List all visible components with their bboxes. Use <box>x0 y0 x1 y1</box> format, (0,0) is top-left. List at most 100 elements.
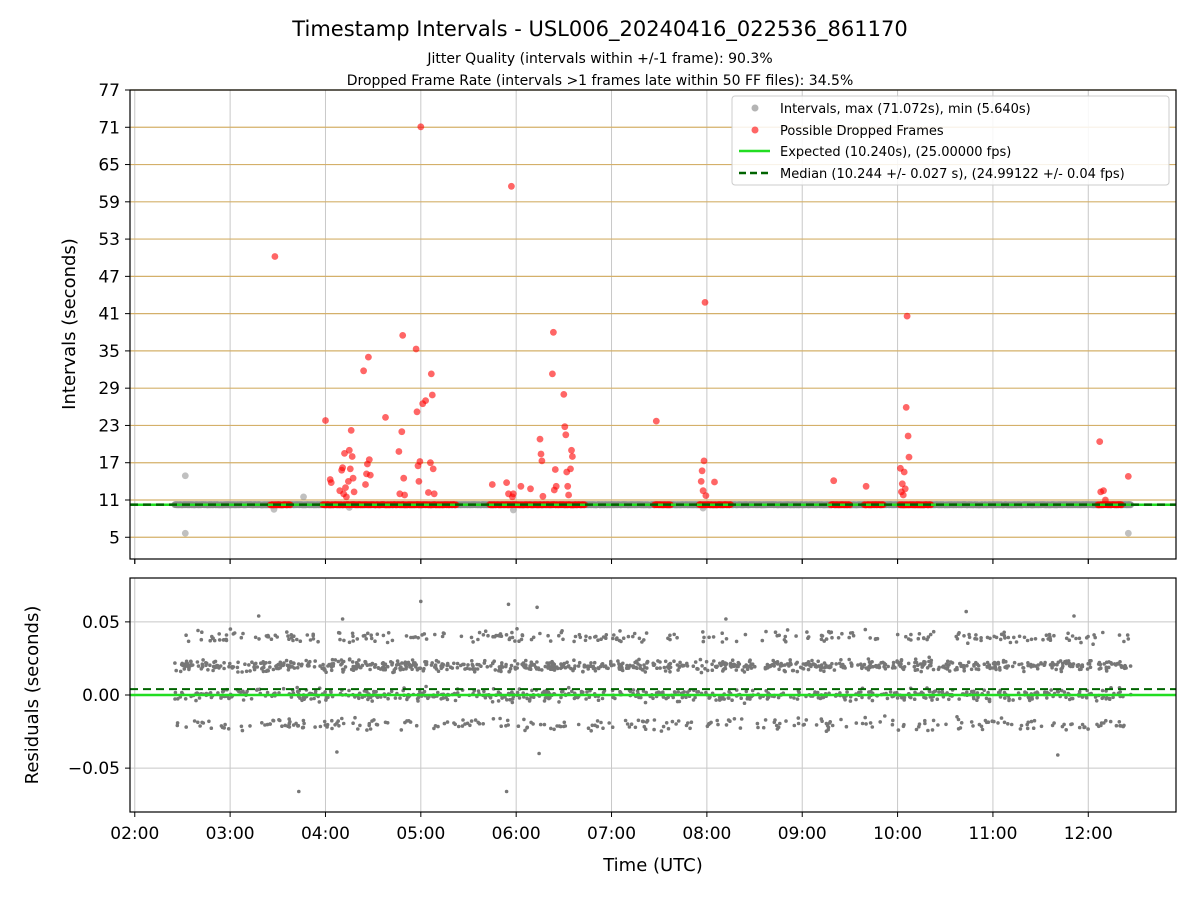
residual-point <box>635 666 639 670</box>
dropped-frame-point <box>539 458 546 465</box>
residual-point <box>834 662 838 666</box>
residual-point <box>574 635 578 639</box>
residual-point <box>968 636 972 640</box>
residual-point <box>855 721 859 725</box>
dropped-frame-point <box>568 447 575 454</box>
residual-point <box>936 723 940 727</box>
residual-point <box>449 665 453 669</box>
residual-point <box>513 659 517 663</box>
residual-point <box>720 631 724 635</box>
residual-point <box>471 640 475 644</box>
residual-point <box>849 661 853 665</box>
residual-point <box>871 725 875 729</box>
residual-point <box>913 697 917 701</box>
dropped-frame-point <box>905 433 912 440</box>
residual-point <box>470 659 474 663</box>
residual-point <box>302 726 306 730</box>
residual-point <box>229 627 233 631</box>
residual-point <box>285 630 289 634</box>
residual-point <box>468 724 472 728</box>
residual-point <box>476 638 480 642</box>
residual-point <box>671 720 675 724</box>
residual-point <box>970 668 974 672</box>
residual-point <box>394 667 398 671</box>
dropped-frame-point <box>550 329 557 336</box>
residual-point <box>932 719 936 723</box>
residual-point <box>996 721 1000 725</box>
residual-point <box>1095 699 1099 703</box>
residual-point <box>651 697 655 701</box>
dropped-frame-point <box>703 492 710 499</box>
residual-point <box>573 697 577 701</box>
residual-point <box>618 663 622 667</box>
residual-point <box>810 659 814 663</box>
residual-point <box>405 634 409 638</box>
residual-point <box>937 690 941 694</box>
residual-point <box>518 696 522 700</box>
residual-point <box>634 726 638 730</box>
residual-point <box>1127 637 1131 641</box>
residual-point <box>351 660 355 664</box>
dropped-frame-point <box>367 472 374 479</box>
residual-point <box>839 718 843 722</box>
residual-point <box>919 670 923 674</box>
dropped-frame-point <box>537 436 544 443</box>
residual-point <box>874 665 878 669</box>
dropped-frame-point <box>382 414 389 421</box>
residual-point <box>499 724 503 728</box>
residual-point <box>923 719 927 723</box>
residual-point <box>312 697 316 701</box>
dropped-frame-point <box>413 346 420 353</box>
residual-point <box>236 661 240 665</box>
residual-point <box>535 660 539 664</box>
residual-point <box>738 662 742 666</box>
residual-point <box>1118 720 1122 724</box>
residual-point <box>501 665 505 669</box>
residual-point <box>546 666 550 670</box>
residual-point <box>299 639 303 643</box>
dropped-frame-point <box>538 451 545 458</box>
residual-point <box>983 662 987 666</box>
residual-point <box>739 696 743 700</box>
residual-point <box>1054 668 1058 672</box>
residual-point <box>416 668 420 672</box>
dropped-frame-point <box>549 371 556 378</box>
residual-point <box>658 666 662 670</box>
residual-point <box>774 630 778 634</box>
chart-subtitle-2: Dropped Frame Rate (intervals >1 frames … <box>347 73 854 89</box>
residual-point <box>816 660 820 664</box>
residual-point <box>1122 640 1126 644</box>
dropped-frame-point <box>272 253 279 260</box>
residual-point <box>878 720 882 724</box>
residual-point <box>423 632 427 636</box>
residual-point <box>712 635 716 639</box>
residual-point <box>423 690 427 694</box>
residual-point <box>702 636 706 640</box>
residual-point <box>304 659 308 663</box>
residual-point <box>845 725 849 729</box>
residual-point <box>510 631 514 635</box>
dropped-frame-point <box>347 466 354 473</box>
residual-point <box>725 662 729 666</box>
residual-point <box>516 662 520 666</box>
residual-point <box>675 636 679 640</box>
residual-point <box>1034 637 1038 641</box>
residual-point <box>494 668 498 672</box>
residual-point <box>394 696 398 700</box>
residual-point <box>222 667 226 671</box>
dropped-frame-point <box>399 332 406 339</box>
residual-point <box>572 640 576 644</box>
residual-point <box>584 697 588 701</box>
residual-point <box>645 720 649 724</box>
residual-point <box>373 665 377 669</box>
residual-point <box>743 701 747 705</box>
residual-point <box>470 719 474 723</box>
residual-point <box>366 663 370 667</box>
residual-point <box>690 720 694 724</box>
residual-point <box>1052 634 1056 638</box>
residual-point <box>1068 638 1072 642</box>
intervals-y-tick-label: 53 <box>98 230 120 250</box>
residual-point <box>777 725 781 729</box>
residual-point <box>733 717 737 721</box>
interval-outlier-point <box>182 530 189 537</box>
